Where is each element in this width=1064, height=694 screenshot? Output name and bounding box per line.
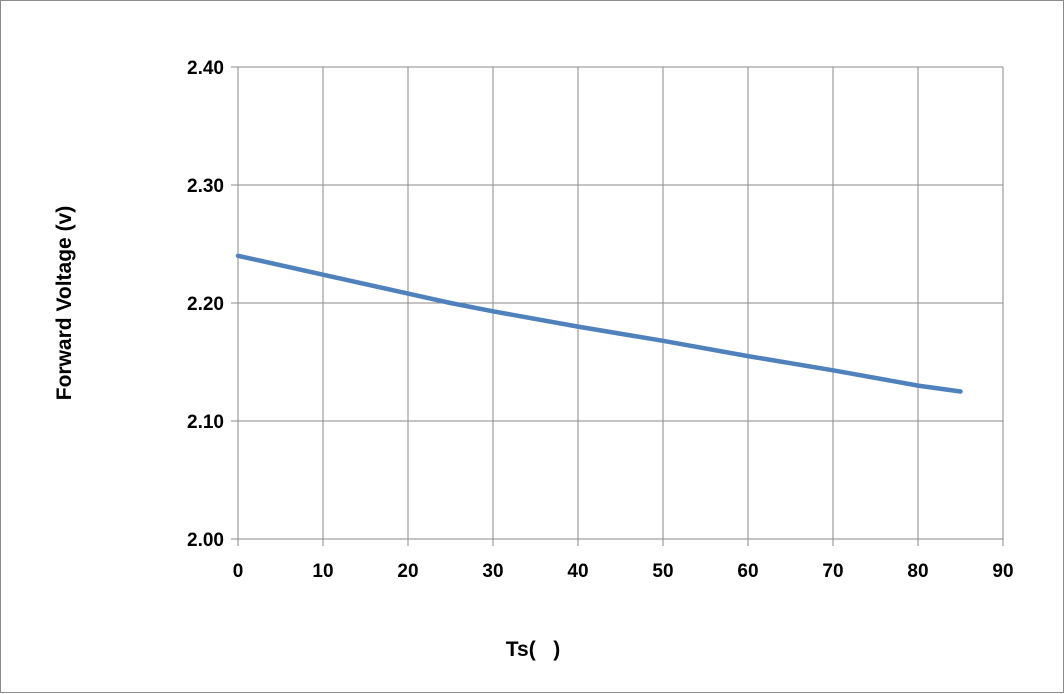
series-line-0 [235, 253, 963, 394]
y-axis-title: Forward Voltage (v) [53, 206, 76, 400]
y-tick-labels: 2.00 2.10 2.20 2.30 2.40 [187, 58, 224, 551]
y-tick-label: 2.40 [187, 58, 224, 79]
x-axis-title: Ts( ) [506, 638, 560, 661]
y-tick-label: 2.30 [187, 176, 224, 197]
x-tick-label: 60 [737, 561, 758, 582]
x-tick-label: 70 [822, 561, 843, 582]
x-tick-label: 50 [652, 561, 673, 582]
x-tick-labels: 0 10 20 30 40 50 60 70 80 90 [233, 561, 1014, 582]
x-tick-label: 10 [312, 561, 333, 582]
y-tick-label: 2.20 [187, 294, 224, 315]
x-tick-label: 0 [233, 561, 244, 582]
x-tick-label: 40 [567, 561, 588, 582]
x-tick-label: 20 [397, 561, 418, 582]
series-layer [235, 253, 963, 394]
x-tick-label: 30 [482, 561, 503, 582]
y-tick-label: 2.00 [187, 530, 224, 551]
x-tick-label: 80 [907, 561, 928, 582]
grid [231, 66, 1004, 546]
y-tick-label: 2.10 [187, 412, 224, 433]
x-tick-label: 90 [992, 561, 1013, 582]
